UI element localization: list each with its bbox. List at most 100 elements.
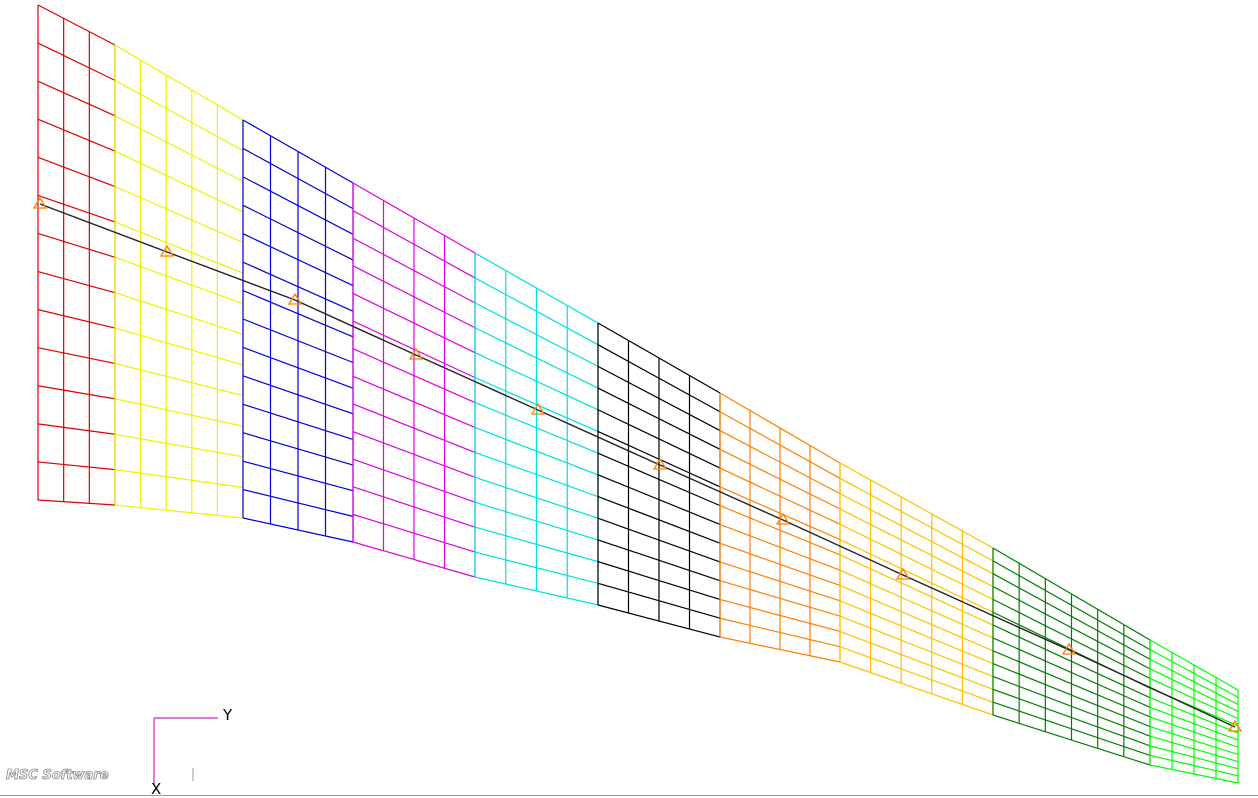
mesh-edge	[719, 617, 841, 648]
mesh-edge	[352, 458, 476, 503]
mesh-edge	[352, 375, 476, 429]
mesh-edge	[1149, 725, 1239, 755]
mesh-edge	[242, 488, 354, 517]
node-marker	[1227, 719, 1243, 732]
mesh-edge	[719, 411, 841, 479]
mesh-edge	[352, 320, 476, 379]
mesh-edge	[1149, 745, 1239, 770]
mesh-edge	[992, 547, 1151, 641]
beam-line	[32, 196, 1243, 732]
mesh-edge	[114, 292, 244, 335]
mesh-edge	[114, 221, 244, 274]
mesh-edge	[352, 486, 476, 528]
mesh-edge	[839, 615, 994, 678]
mesh-edge	[597, 474, 721, 525]
mesh-edge	[474, 551, 599, 584]
node-marker	[895, 567, 911, 580]
mesh-edge	[37, 232, 116, 258]
node-marker	[1061, 642, 1077, 655]
mesh-edge	[719, 392, 841, 464]
mesh-edge	[597, 495, 721, 544]
mesh-edge	[992, 560, 1151, 651]
mesh-edge	[352, 403, 476, 453]
mesh-edge	[1149, 649, 1239, 698]
mesh-edge	[719, 430, 841, 495]
mesh-edge	[597, 517, 721, 563]
node-marker	[159, 244, 175, 257]
x-axis-label: X	[151, 780, 161, 798]
node-marker	[32, 196, 48, 209]
mesh-edge	[114, 504, 244, 519]
mesh-edge	[719, 448, 841, 510]
mesh-edge	[242, 176, 354, 235]
mesh-edge	[597, 604, 721, 638]
mesh-edge	[37, 118, 116, 152]
mesh-edge	[1149, 706, 1239, 741]
mesh-edge	[992, 688, 1151, 747]
mesh-edge	[352, 430, 476, 478]
mesh-edge	[37, 4, 116, 46]
mesh-edge	[597, 322, 721, 394]
mesh-edge	[839, 493, 994, 575]
mesh-edge	[114, 79, 244, 152]
mesh-edge	[242, 375, 354, 415]
mesh-edge	[114, 256, 244, 305]
mesh-edge	[474, 526, 599, 563]
mesh-edge	[474, 476, 599, 519]
mesh-edge	[242, 290, 354, 338]
mesh-edge	[992, 650, 1151, 718]
mesh-edge	[114, 327, 244, 366]
mesh-edge	[839, 630, 994, 690]
mesh-edge	[719, 542, 841, 587]
mesh-edge	[474, 451, 599, 498]
mesh-edge	[114, 185, 244, 244]
mesh-edge	[114, 433, 244, 458]
mesh-edge	[37, 461, 116, 471]
mesh-edge	[474, 377, 599, 433]
mesh-edge	[839, 538, 994, 613]
mesh-edge	[1149, 697, 1239, 734]
mesh-edge	[597, 561, 721, 601]
mesh-edge	[839, 661, 994, 716]
mesh-edge	[242, 147, 354, 210]
mesh-edge	[992, 675, 1151, 737]
mesh-edge	[242, 432, 354, 466]
beam	[39, 203, 1236, 728]
mesh-edge	[37, 80, 116, 117]
mesh-edge	[242, 318, 354, 364]
mesh-edge	[242, 261, 354, 312]
mesh-edge	[242, 460, 354, 492]
mesh-edge	[992, 663, 1151, 728]
mesh-edge	[474, 302, 599, 367]
mesh-edge	[1149, 639, 1239, 691]
mesh-edge	[37, 156, 116, 188]
mesh-edge	[839, 569, 994, 639]
mesh-edge	[242, 233, 354, 287]
node-marker	[530, 402, 546, 415]
mesh-edge	[474, 327, 599, 389]
mesh-edge	[597, 582, 721, 619]
mesh-edge	[1149, 764, 1239, 784]
mesh-edge	[352, 348, 476, 404]
node-marker	[775, 512, 791, 525]
mesh-edge	[597, 539, 721, 582]
mesh-edge	[992, 714, 1151, 766]
mesh-edge	[597, 452, 721, 507]
mesh-edge	[474, 501, 599, 541]
mesh-edge	[1149, 716, 1239, 748]
mesh-edge	[992, 637, 1151, 708]
mesh-edge	[352, 182, 476, 254]
mesh-edge	[37, 270, 116, 294]
mesh-edge	[839, 462, 994, 549]
mesh-edge	[474, 576, 599, 606]
mesh-edge	[37, 347, 116, 365]
mesh-edge	[242, 346, 354, 389]
mesh-edge	[719, 636, 841, 663]
mesh-edge	[37, 42, 116, 81]
mesh-edge	[719, 523, 841, 571]
mesh-edge	[597, 387, 721, 450]
node-marker	[408, 347, 424, 360]
mesh-edge	[992, 624, 1151, 699]
mesh-edge	[719, 561, 841, 602]
